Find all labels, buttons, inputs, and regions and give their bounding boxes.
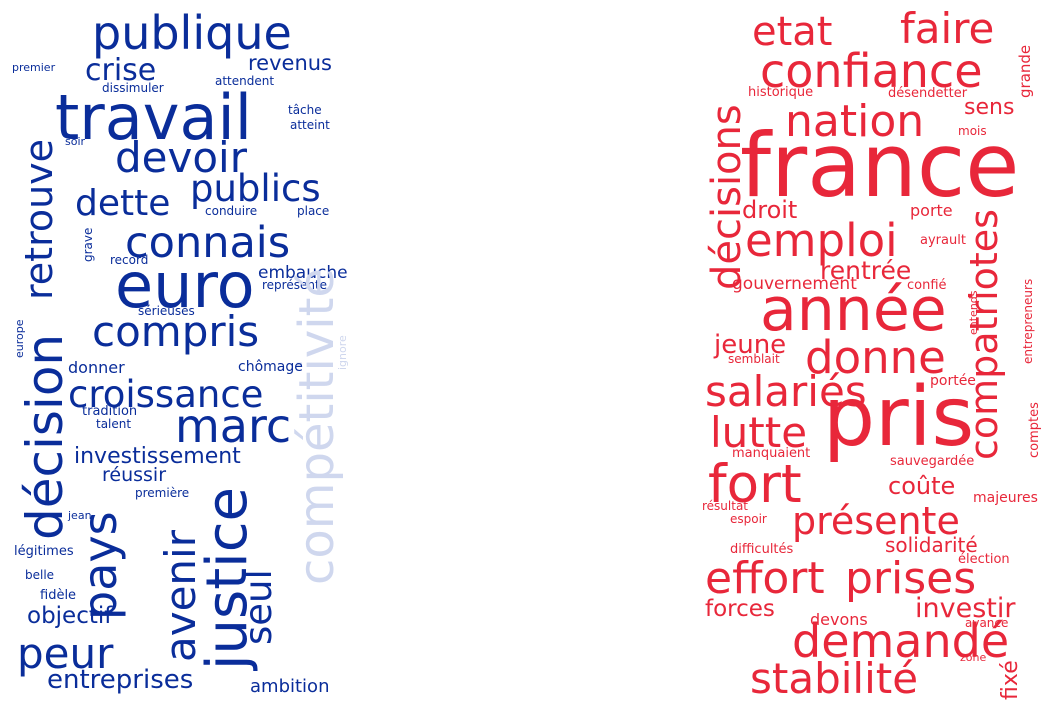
word-left-47: entreprises: [47, 665, 194, 695]
word-right-17: gouvernement: [732, 274, 857, 294]
word-left-36: première: [135, 486, 190, 500]
word-right-3: confiance: [760, 44, 983, 98]
word-left-45: objectif: [27, 603, 113, 629]
word-right-48: zone: [960, 651, 987, 664]
word-left-3: premier: [12, 61, 56, 74]
word-right-36: espoir: [730, 512, 767, 526]
word-left-18: record: [110, 253, 149, 267]
word-left-0: publique: [92, 6, 292, 60]
word-left-33: talent: [96, 417, 132, 431]
word-right-9: mois: [958, 124, 987, 138]
word-right-1: faire: [900, 4, 995, 53]
word-right-10: france: [740, 114, 1020, 217]
word-right-27: pris: [823, 370, 975, 465]
word-left-28: donner: [68, 358, 125, 377]
word-right-25: portée: [930, 373, 976, 389]
word-right-41: effort: [705, 553, 825, 604]
word-right-16: rentrée: [820, 256, 912, 285]
word-right-28: lutte: [710, 408, 808, 457]
word-right-7: nation: [785, 96, 925, 147]
word-left-1: crise: [85, 53, 157, 88]
word-right-5: désendetter: [888, 86, 968, 101]
word-left-44: fidèle: [40, 588, 77, 603]
word-right-23: semblait: [728, 352, 780, 366]
word-left-19: euro: [115, 249, 255, 322]
word-left-17: connais: [125, 218, 291, 268]
word-left-10: devoir: [115, 133, 247, 182]
word-left-38: jean: [68, 509, 92, 522]
word-left-5: attendent: [215, 74, 275, 88]
word-right-11: droit: [742, 196, 798, 224]
word-right-37: présente: [792, 499, 960, 543]
word-left-48: ambition: [250, 676, 330, 697]
word-left-35: réussir: [102, 464, 167, 486]
word-right-50: stabilité: [750, 654, 919, 703]
word-left-24: compétitivité: [289, 268, 345, 585]
word-right-42: prises: [845, 553, 977, 604]
word-right-33: coûte: [888, 472, 956, 500]
word-left-21: représente: [262, 278, 328, 292]
word-left-13: dette: [75, 183, 171, 224]
word-left-11: retrouve: [17, 138, 61, 300]
word-right-45: devons: [810, 610, 868, 629]
word-right-35: résultat: [702, 499, 749, 513]
word-left-6: travail: [55, 81, 252, 154]
word-left-7: tâche: [288, 103, 322, 117]
word-right-49: fixé: [998, 660, 1023, 700]
word-right-4: historique: [748, 85, 814, 100]
word-right-44: forces: [705, 596, 775, 622]
word-left-43: belle: [25, 568, 55, 582]
word-left-25: ignore: [336, 335, 349, 370]
word-right-24: donne: [805, 331, 946, 384]
word-left-32: marc: [175, 399, 292, 453]
word-left-46: peur: [17, 629, 114, 678]
word-left-30: croissance: [68, 373, 264, 416]
word-left-23: compris: [92, 307, 260, 356]
word-right-43: investir: [915, 593, 1016, 624]
word-left-29: chômage: [238, 359, 303, 375]
word-left-31: tradition: [82, 404, 138, 419]
word-left-2: revenus: [248, 51, 332, 75]
word-left-34: investissement: [74, 444, 241, 469]
word-right-18: confié: [907, 278, 947, 293]
word-right-40: élection: [958, 552, 1010, 567]
word-left-4: dissimuler: [102, 81, 164, 95]
word-left-41: seul: [237, 569, 280, 645]
word-cloud-right: etat faire grande confiance historique désend…: [700, 0, 1060, 713]
word-left-27: décision: [16, 333, 74, 540]
word-right-21: entends: [967, 290, 980, 335]
word-right-38: solidarité: [885, 533, 978, 557]
word-left-20: embauche: [258, 263, 348, 283]
word-left-42: légitimes: [14, 544, 74, 559]
word-right-19: entrepreneurs: [1021, 278, 1035, 364]
word-right-47: demandé: [792, 614, 1010, 668]
word-right-20: année: [760, 275, 947, 345]
word-left-14: conduire: [205, 204, 258, 218]
word-left-12: publics: [190, 167, 321, 210]
word-right-22: jeune: [714, 330, 787, 360]
word-right-30: manquaient: [732, 446, 811, 461]
word-right-13: emploi: [745, 214, 898, 267]
word-right-32: fort: [708, 454, 802, 515]
word-right-8: sens: [964, 95, 1015, 120]
word-right-2: grande: [1016, 44, 1034, 98]
word-right-26: salariés: [705, 367, 867, 416]
word-left-9: soir: [65, 135, 86, 148]
word-right-31: sauvegardée: [890, 454, 975, 469]
word-left-8: atteint: [290, 118, 330, 132]
word-cloud-left: publique crise revenus premier dissimuler att…: [0, 0, 360, 713]
word-right-34: majeures: [973, 490, 1038, 506]
word-left-15: place: [297, 204, 330, 218]
word-right-46: avance: [965, 616, 1009, 630]
word-right-14: ayrault: [920, 233, 966, 248]
word-right-0: etat: [752, 9, 833, 55]
word-right-29: comptes: [1027, 402, 1042, 458]
word-left-16: grave: [81, 227, 95, 262]
word-right-39: difficultés: [730, 542, 794, 557]
word-left-22: sérieuses: [138, 304, 195, 318]
word-right-12: porte: [910, 201, 953, 220]
